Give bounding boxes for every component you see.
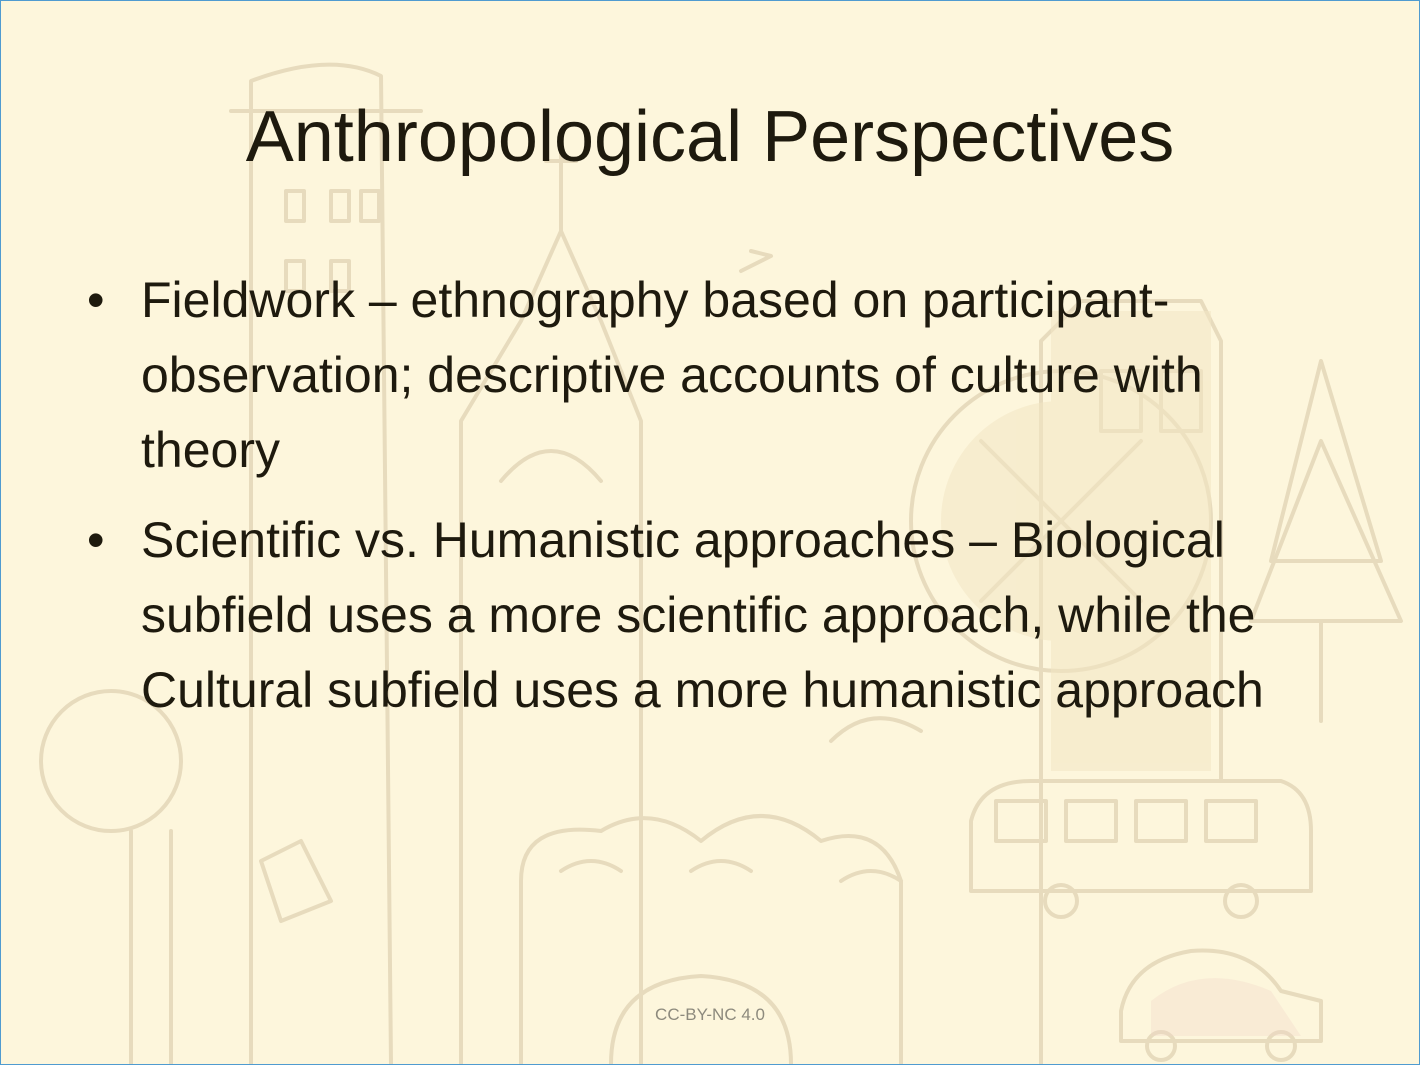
bullet-item: • Scientific vs. Humanistic approaches –… xyxy=(87,503,1327,728)
bullet-list: • Fieldwork – ethnography based on parti… xyxy=(87,263,1327,743)
slide-title: Anthropological Perspectives xyxy=(245,97,1175,177)
bullet-marker: • xyxy=(87,272,105,328)
bullet-marker: • xyxy=(87,512,105,568)
bullet-text: Fieldwork – ethnography based on partici… xyxy=(141,272,1203,478)
bullet-item: • Fieldwork – ethnography based on parti… xyxy=(87,263,1327,488)
license-footer: CC-BY-NC 4.0 xyxy=(655,1005,765,1024)
bullet-text: Scientific vs. Humanistic approaches – B… xyxy=(141,512,1264,718)
